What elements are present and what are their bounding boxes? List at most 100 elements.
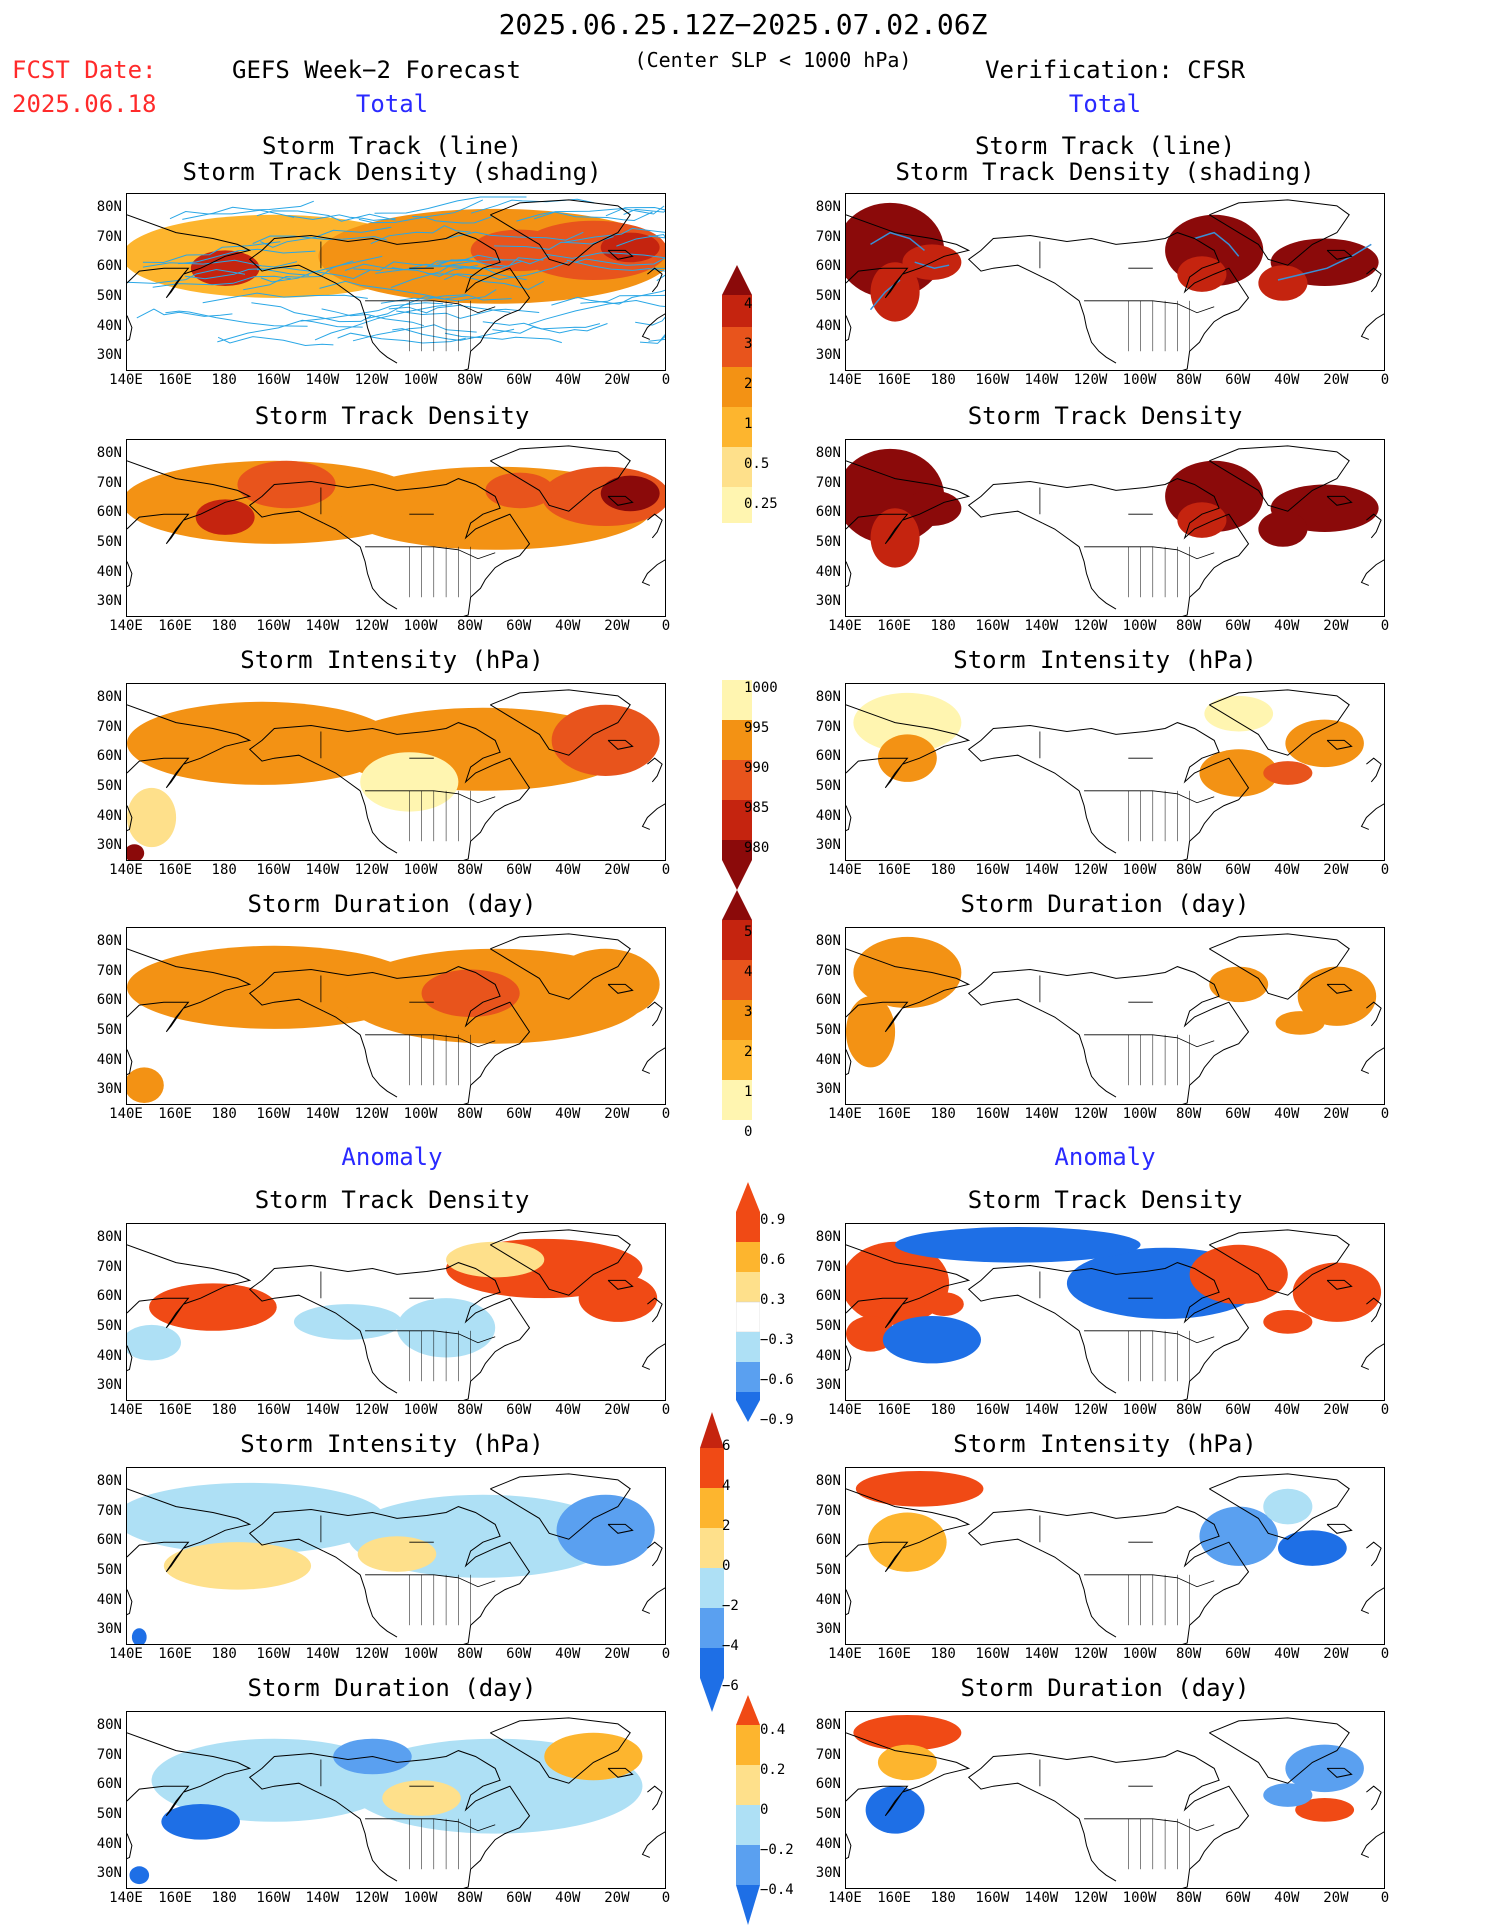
- map-panel-duration-anom-right: [845, 1711, 1385, 1889]
- coastline-density-anom-right-6: [1326, 1279, 1353, 1290]
- cb-ia-m4: −4: [722, 1638, 739, 1654]
- map-panel-density-anom-left: [126, 1223, 666, 1401]
- coastline-duration-anom-right-1: [1078, 1818, 1117, 1882]
- storm-track-track-line-left-37: [564, 227, 665, 243]
- coastline-duration-anom-right-4: [846, 1732, 971, 1817]
- lon-tick-duration-total-left-0: 140E: [109, 1106, 143, 1122]
- lat-tick-duration-total-right-4: 40N: [815, 1051, 841, 1068]
- lat-tick-density-total-right-4: 40N: [815, 563, 841, 580]
- lon-tick-duration-total-left-1: 160E: [158, 1106, 192, 1122]
- lon-tick-density-total-right-11: 0: [1380, 618, 1390, 634]
- field-blob-density-total-right-6: [1258, 511, 1308, 547]
- coastline-intensity-anom-left-3: [490, 1473, 631, 1540]
- lon-tick-duration-total-left-7: 80W: [456, 1106, 483, 1122]
- cb-dt-2: 2: [744, 376, 753, 392]
- lat-tick-intensity-total-right-2: 60N: [815, 748, 841, 765]
- lat-tick-intensity-total-left-0: 80N: [96, 688, 122, 705]
- map-panel-duration-total-right: [845, 927, 1385, 1105]
- lon-tick-density-total-left-0: 140E: [109, 618, 143, 634]
- lon-tick-density-anom-left-10: 20W: [604, 1402, 630, 1418]
- coastline-density-anom-right-1: [1078, 1330, 1117, 1394]
- lon-tick-duration-anom-left-10: 20W: [604, 1890, 630, 1906]
- coastline-intensity-total-right-7: [1366, 757, 1382, 783]
- title-intensity-anom-right: Storm Intensity (hPa): [953, 1430, 1257, 1458]
- field-blob-intensity-anom-right-3: [1278, 1530, 1347, 1566]
- map-svg-intensity-anom-right: [846, 1470, 1384, 1644]
- coastline-intensity-total-right-0: [967, 722, 1250, 860]
- lat-tick-duration-total-right-0: 80N: [815, 932, 841, 949]
- cb-dt-05: 0.5: [744, 456, 770, 472]
- lon-tick-density-total-right-10: 20W: [1323, 618, 1349, 634]
- storm-track-track-line-left-35: [441, 231, 584, 241]
- lon-tick-density-anom-left-2: 180: [211, 1402, 237, 1418]
- lat-tick-intensity-total-left-5: 30N: [96, 837, 122, 854]
- coastline-density-total-right-7: [1366, 513, 1382, 539]
- field-blob-density-anom-right-4: [895, 1226, 1141, 1263]
- lon-tick-track-line-left-8: 60W: [506, 372, 532, 388]
- lon-tick-duration-total-right-5: 120W: [1073, 1106, 1108, 1122]
- coastline-duration-total-left-7: [647, 1001, 663, 1027]
- lon-tick-intensity-anom-right-4: 140W: [1024, 1646, 1059, 1662]
- lon-tick-intensity-anom-right-7: 80W: [1175, 1646, 1202, 1662]
- cb-da-m09: −0.9: [760, 1412, 794, 1428]
- storm-track-track-line-left-4: [152, 275, 291, 288]
- storm-track-track-line-left-58: [314, 304, 453, 341]
- lon-tick-density-total-right-2: 180: [930, 618, 956, 634]
- lon-tick-density-total-left-8: 60W: [506, 618, 532, 634]
- coastline-duration-total-right-8: [1360, 1047, 1384, 1074]
- lon-tick-intensity-anom-left-4: 140W: [305, 1646, 340, 1662]
- storm-track-track-line-left-39: [178, 248, 316, 265]
- map-svg-intensity-total-left: [127, 689, 665, 860]
- coastline-density-anom-right-0: [967, 1262, 1250, 1400]
- map-svg-duration-anom-left: [127, 1717, 665, 1888]
- storm-track-track-line-left-40: [260, 255, 383, 283]
- coastline-density-anom-right-7: [1366, 1297, 1382, 1323]
- cb-ia-4: 4: [722, 1478, 731, 1494]
- coastline-track-line-right-3: [1209, 199, 1350, 266]
- lon-tick-track-line-right-6: 100W: [1122, 372, 1157, 388]
- lon-tick-density-total-left-5: 120W: [354, 618, 389, 634]
- storm-track-track-line-left-54: [494, 236, 614, 250]
- lon-tick-duration-anom-left-5: 120W: [354, 1890, 389, 1906]
- storm-track-track-line-left-49: [580, 294, 665, 304]
- coastline-track-line-left-8: [641, 313, 665, 340]
- lon-tick-intensity-total-right-1: 160E: [877, 862, 911, 878]
- coastline-intensity-anom-right-3: [1209, 1473, 1350, 1540]
- field-blob-duration-anom-right-1: [877, 1744, 937, 1781]
- cb-dt-025: 0.25: [744, 496, 778, 512]
- lon-tick-duration-total-left-2: 180: [211, 1106, 237, 1122]
- lon-tick-density-anom-right-8: 60W: [1225, 1402, 1251, 1418]
- coastline-density-anom-left-8: [641, 1343, 665, 1370]
- lon-tick-duration-total-right-11: 0: [1380, 1106, 1390, 1122]
- field-blob-duration-anom-right-4: [1285, 1744, 1364, 1793]
- coastline-intensity-total-left-4: [127, 704, 252, 789]
- coastline-track-line-left-2: [323, 276, 361, 302]
- storm-track-track-line-left-17: [337, 332, 466, 344]
- colorbar-density-anom: [735, 1182, 761, 1426]
- coastline-duration-total-right-5: [846, 1049, 852, 1076]
- coastline-intensity-anom-left-0: [248, 1506, 531, 1644]
- fcst-date-value: 2025.06.18: [12, 90, 157, 118]
- border-duration-anom-right-0: [1084, 1818, 1215, 1832]
- lon-tick-intensity-anom-left-5: 120W: [354, 1646, 389, 1662]
- lon-tick-intensity-total-right-2: 180: [930, 862, 956, 878]
- storm-track-track-line-left-3: [169, 209, 295, 220]
- map-svg-density-anom-right: [846, 1226, 1384, 1400]
- coastline-density-total-left-8: [641, 559, 665, 586]
- lon-tick-intensity-anom-left-8: 60W: [506, 1646, 532, 1662]
- field-blob-duration-anom-right-3: [1295, 1798, 1355, 1822]
- lon-tick-density-anom-right-9: 40W: [1274, 1402, 1300, 1418]
- lon-tick-density-anom-left-0: 140E: [109, 1402, 143, 1418]
- left-total-label: Total: [355, 90, 429, 118]
- coastline-duration-anom-right-0: [967, 1750, 1250, 1888]
- lon-tick-track-line-left-4: 140W: [305, 372, 340, 388]
- lat-tick-intensity-anom-right-5: 30N: [815, 1621, 841, 1638]
- map-panel-track-line-left: [126, 193, 666, 371]
- coastline-track-line-left-3: [490, 199, 631, 266]
- storm-track-track-line-left-11: [142, 241, 281, 264]
- lat-tick-density-total-right-3: 50N: [815, 533, 841, 550]
- cb-it-980: 980: [744, 840, 770, 856]
- lat-tick-duration-anom-left-5: 30N: [96, 1865, 122, 1882]
- colorbar-duration-anom: [736, 1695, 760, 1929]
- map-svg-density-total-left: [127, 445, 665, 616]
